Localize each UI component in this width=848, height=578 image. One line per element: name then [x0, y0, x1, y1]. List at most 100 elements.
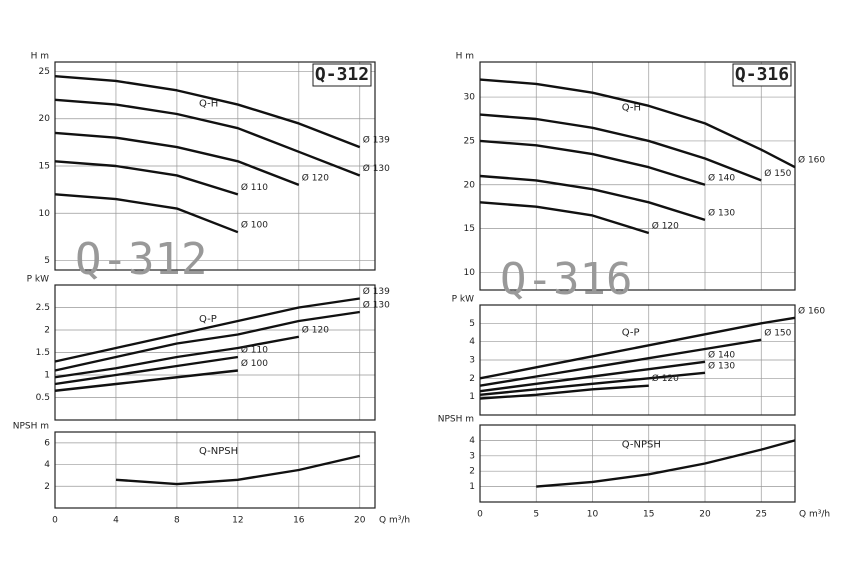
curve — [479, 78, 796, 169]
y-tick-label: 20 — [464, 180, 476, 190]
y-tick-label: 25 — [39, 67, 50, 77]
curve-annotation: Q-NPSH — [199, 446, 238, 457]
y-tick-label: 4 — [44, 460, 50, 470]
x-tick-label: 10 — [587, 510, 599, 520]
x-tick-label: 20 — [699, 510, 711, 520]
series-label: Ø 120 — [652, 221, 679, 232]
curve — [54, 335, 300, 379]
x-tick-label: 15 — [643, 510, 654, 520]
x-tick-label: 12 — [232, 516, 243, 526]
curve — [54, 160, 239, 196]
chart-title: Q-316 — [735, 64, 789, 85]
plot-frame — [479, 424, 796, 503]
series-label: Ø 110 — [241, 182, 268, 193]
y-tick-label: 10 — [464, 268, 476, 278]
series-label: Ø 160 — [798, 155, 825, 166]
x-tick-label: 4 — [113, 516, 119, 526]
plot-frame — [54, 61, 376, 271]
x-tick-label: 8 — [174, 516, 180, 526]
curve-annotation: Q-NPSH — [622, 439, 661, 450]
curve — [479, 384, 649, 400]
series-label: Ø 140 — [708, 172, 735, 183]
x-tick-label: 0 — [52, 516, 58, 526]
series-label: Ø 130 — [708, 360, 735, 371]
curve — [54, 297, 360, 363]
y-tick-label: 4 — [469, 337, 475, 347]
model-watermark: Q-316 — [500, 254, 632, 305]
y-tick-label: 2 — [44, 482, 50, 492]
series-label: Ø 100 — [241, 358, 268, 369]
series-label: Ø 130 — [708, 207, 735, 218]
series-label: Ø 100 — [241, 220, 268, 231]
y-tick-label: 20 — [39, 114, 51, 124]
chart-title: Q-312 — [315, 64, 369, 85]
curve-annotation: Q-P — [199, 314, 217, 325]
x-tick-label: 0 — [477, 510, 483, 520]
x-axis-label: Q m³/h — [379, 516, 410, 526]
series-label: Ø 139 — [363, 135, 390, 146]
y-tick-label: 30 — [464, 93, 476, 103]
curve — [479, 113, 762, 182]
y-tick-label: 2 — [44, 326, 50, 336]
y-tick-label: 10 — [39, 209, 51, 219]
y-tick-label: 1 — [469, 482, 475, 492]
y-tick-label: 1 — [469, 392, 475, 402]
y-axis-label: NPSH m — [438, 415, 474, 425]
curve — [54, 355, 239, 386]
y-axis-label: P kW — [452, 295, 475, 305]
x-tick-label: 16 — [293, 516, 305, 526]
curve — [54, 193, 239, 234]
curve — [115, 454, 361, 486]
y-tick-label: 4 — [469, 436, 475, 446]
series-label: Ø 110 — [241, 345, 268, 356]
y-tick-label: 15 — [464, 224, 475, 234]
y-tick-label: 2 — [469, 467, 475, 477]
series-label: Ø 120 — [302, 324, 329, 335]
curve — [479, 201, 650, 235]
curve — [54, 131, 300, 187]
y-tick-label: 1 — [44, 371, 50, 381]
plot-frame — [479, 304, 796, 416]
y-tick-label: 3 — [469, 451, 475, 461]
plot-frame — [54, 284, 376, 421]
curve-annotation: Q-H — [199, 99, 218, 110]
x-tick-label: 25 — [756, 510, 767, 520]
curve — [479, 316, 796, 380]
x-axis-label: Q m³/h — [799, 510, 830, 520]
y-tick-label: 25 — [464, 136, 475, 146]
curve — [536, 439, 796, 488]
curve — [54, 310, 360, 372]
series-label: Ø 120 — [652, 373, 679, 384]
series-label: Ø 140 — [708, 349, 735, 360]
y-axis-label: NPSH m — [13, 422, 49, 432]
series-label: Ø 160 — [798, 305, 825, 316]
title-box — [732, 63, 792, 87]
y-axis-label: H m — [31, 52, 49, 62]
curve-annotation: Q-H — [622, 103, 641, 114]
curve — [479, 371, 706, 397]
x-tick-label: 5 — [533, 510, 539, 520]
series-label: Ø 130 — [363, 163, 390, 174]
curve — [54, 98, 361, 177]
y-tick-label: 6 — [44, 438, 50, 448]
y-tick-label: 2.5 — [36, 303, 50, 313]
series-label: Ø 120 — [302, 172, 329, 183]
y-axis-label: P kW — [27, 275, 50, 285]
y-tick-label: 5 — [469, 319, 475, 329]
series-label: Ø 150 — [764, 168, 791, 179]
curve — [479, 338, 762, 387]
curve — [479, 360, 706, 393]
model-watermark: Q-312 — [75, 234, 207, 285]
curve — [54, 369, 238, 392]
curve — [479, 174, 706, 221]
x-tick-label: 20 — [354, 516, 366, 526]
title-box — [312, 63, 372, 87]
series-label: Ø 139 — [363, 286, 390, 297]
y-tick-label: 0.5 — [36, 393, 50, 403]
curve-annotation: Q-P — [622, 328, 640, 339]
y-tick-label: 3 — [469, 356, 475, 366]
plot-frame — [54, 431, 376, 509]
series-label: Ø 130 — [363, 300, 390, 311]
